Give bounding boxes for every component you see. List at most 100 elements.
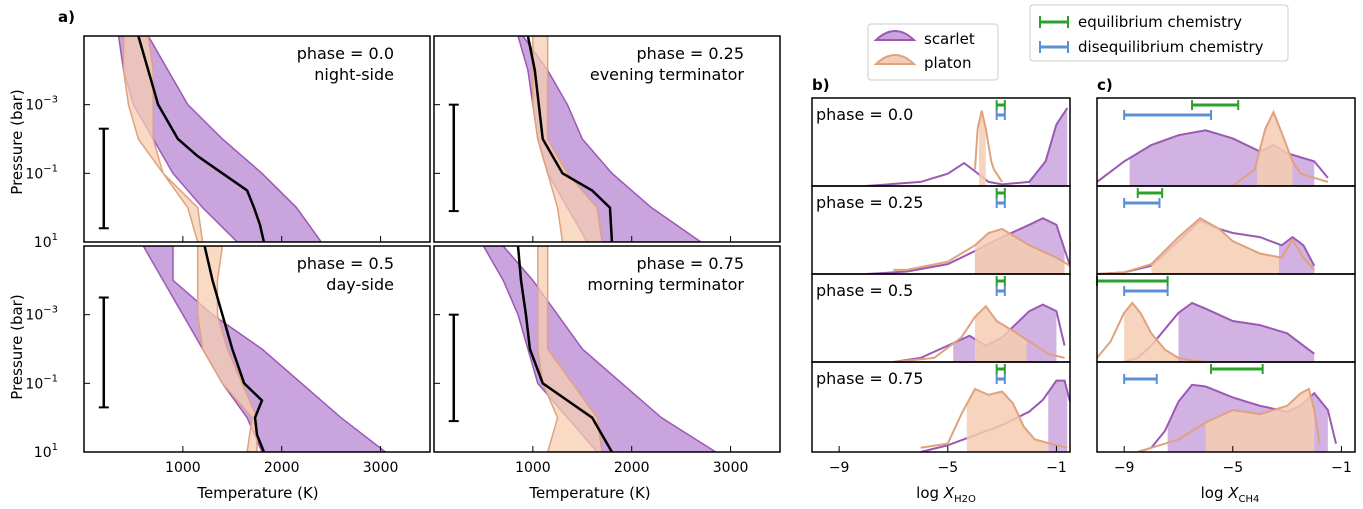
x-tick-label: 1000: [165, 460, 201, 476]
platon-interval: [1205, 389, 1315, 452]
legend-label-equilibrium: equilibrium chemistry: [1078, 13, 1242, 31]
legend-label-disequilibrium: disequilibrium chemistry: [1078, 38, 1264, 56]
ridge-plot-area: [1097, 109, 1329, 186]
platon-kde: [1137, 387, 1321, 452]
y-tick-label: 101: [34, 232, 58, 251]
ridge-frame: [811, 361, 1071, 453]
equilibrium-bar: [1096, 276, 1169, 286]
ylabel-top: Pressure (bar): [8, 89, 26, 194]
platon-interval: [974, 306, 1027, 362]
platon-interval: [1257, 113, 1293, 186]
platon-kde: [1232, 109, 1329, 186]
panel-c-ch4-posteriors: −9 −5 −1: [1096, 97, 1356, 476]
ridge-plot-area: [1097, 217, 1316, 274]
y-tick-label: 10−1: [25, 373, 58, 392]
ridge-row-1: phase = 0.25: [811, 185, 1071, 275]
equilibrium-bar: [995, 100, 1006, 110]
ridge-plot-area: [866, 107, 1069, 186]
tp-plot-area-2: [142, 246, 387, 452]
disequilibrium-bar: [995, 286, 1006, 296]
tp-subplot-1: phase = 0.25 evening terminator: [433, 35, 781, 243]
disequilibrium-bar: [995, 374, 1006, 384]
tp-subplot-3: phase = 0.75 morning terminator 1000 2000 30…: [433, 245, 781, 476]
y-tick-label: 10−3: [25, 95, 58, 114]
platon-interval: [966, 389, 1049, 452]
panel-letter-a: a): [58, 8, 75, 26]
panel-a-temperature-profiles: phase = 0.0 night-side 10−3 10−1 101 phase = …: [25, 35, 781, 476]
x-tick-label: 1000: [515, 460, 551, 476]
platon-kde: [893, 227, 1070, 271]
platon-kde: [893, 304, 1065, 362]
equilibrium-bar: [995, 188, 1006, 198]
ridge-plot-area: [1137, 383, 1337, 452]
tp-plot-area-0: [117, 36, 323, 242]
truth-profile: [137, 36, 266, 242]
ridge-row-1: [1096, 185, 1356, 275]
y-tick-exponent: −1: [43, 163, 58, 174]
legend-swatch-disequilibrium: [1039, 41, 1069, 53]
scarlet-kde: [920, 379, 1070, 452]
phase-label: phase = 0.25: [637, 44, 744, 63]
terminator-label: evening terminator: [590, 65, 745, 84]
equilibrium-bar: [1136, 188, 1164, 198]
x-tick-label: 2000: [264, 460, 300, 476]
ridge-phase-label: phase = 0.75: [816, 369, 923, 388]
ridge-phase-label: phase = 0.25: [816, 193, 923, 212]
x-tick-label: 3000: [713, 460, 749, 476]
x-tick-label: −5: [1222, 460, 1243, 476]
disequilibrium-bar: [1123, 110, 1213, 120]
y-tick-label: 10−1: [25, 163, 58, 182]
tp-subplot-2: phase = 0.5 day-side 1000 2000 3000 10−3 10−1 1…: [25, 245, 431, 476]
ylabel-bottom: Pressure (bar): [8, 294, 26, 399]
scarlet-interval: [1029, 108, 1068, 186]
platon-band: [537, 246, 603, 452]
ridge-frame: [1096, 361, 1356, 453]
platon-interval: [974, 228, 1065, 274]
panel-letter-b: b): [812, 76, 830, 94]
ridge-row-0: phase = 0.0: [811, 97, 1071, 187]
x-tick-label: 3000: [363, 460, 399, 476]
y-tick-exponent: −3: [43, 95, 58, 106]
y-tick-label: 10−3: [25, 305, 58, 324]
platon-band: [122, 36, 204, 242]
ridge-row-3: phase = 0.75: [811, 361, 1071, 453]
x-tick-label: −5: [937, 460, 958, 476]
pressure-error-bar: [448, 313, 459, 423]
ridge-phase-label: phase = 0.0: [816, 105, 913, 124]
phase-label: phase = 0.5: [297, 254, 394, 273]
y-tick-exponent: −3: [43, 305, 58, 316]
x-tick-label: −1: [1331, 460, 1352, 476]
xlabel-right: Temperature (K): [528, 484, 650, 502]
terminator-label: day-side: [326, 275, 394, 294]
terminator-label: night-side: [314, 65, 394, 84]
platon-interval: [1124, 302, 1179, 362]
disequilibrium-bar: [1123, 374, 1158, 384]
x-tick-label: −9: [829, 460, 850, 476]
pressure-error-bar: [98, 127, 109, 230]
legend-swatch-scarlet: [873, 30, 917, 41]
scarlet-kde: [1137, 383, 1337, 452]
scarlet-band: [142, 246, 387, 452]
scarlet-kde: [1097, 219, 1316, 274]
ridge-plot-area: [893, 303, 1066, 362]
legend-swatch-equilibrium: [1039, 16, 1069, 28]
x-tick-label: −9: [1114, 460, 1135, 476]
ridge-plot-area: [920, 379, 1070, 452]
phase-label: phase = 0.75: [637, 254, 744, 273]
platon-kde: [973, 110, 1003, 183]
disequilibrium-bar: [1123, 286, 1169, 296]
terminator-label: morning terminator: [587, 275, 744, 294]
platon-band: [532, 36, 603, 242]
y-tick-exponent: 1: [52, 232, 58, 243]
legend-retrieval: scarlet platon: [867, 23, 999, 81]
tp-frame: [83, 245, 431, 453]
legend-label-platon: platon: [924, 54, 971, 72]
panel-letter-c: c): [1097, 76, 1113, 94]
phase-label: phase = 0.0: [297, 44, 394, 63]
scarlet-interval: [1178, 302, 1315, 362]
equilibrium-bar: [995, 276, 1006, 286]
tp-plot-area-3: [482, 246, 718, 452]
scarlet-kde: [1097, 129, 1329, 183]
platon-kde: [1097, 301, 1206, 362]
